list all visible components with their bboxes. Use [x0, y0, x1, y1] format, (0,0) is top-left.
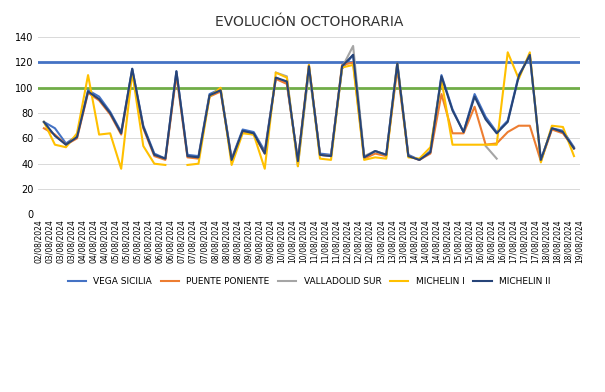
Legend: VEGA SICILIA, PUENTE PONIENTE, VALLADOLID SUR, MICHELIN I, MICHELIN II: VEGA SICILIA, PUENTE PONIENTE, VALLADOLI…: [64, 273, 554, 290]
Title: EVOLUCIÓN OCTOHORARIA: EVOLUCIÓN OCTOHORARIA: [215, 15, 403, 29]
